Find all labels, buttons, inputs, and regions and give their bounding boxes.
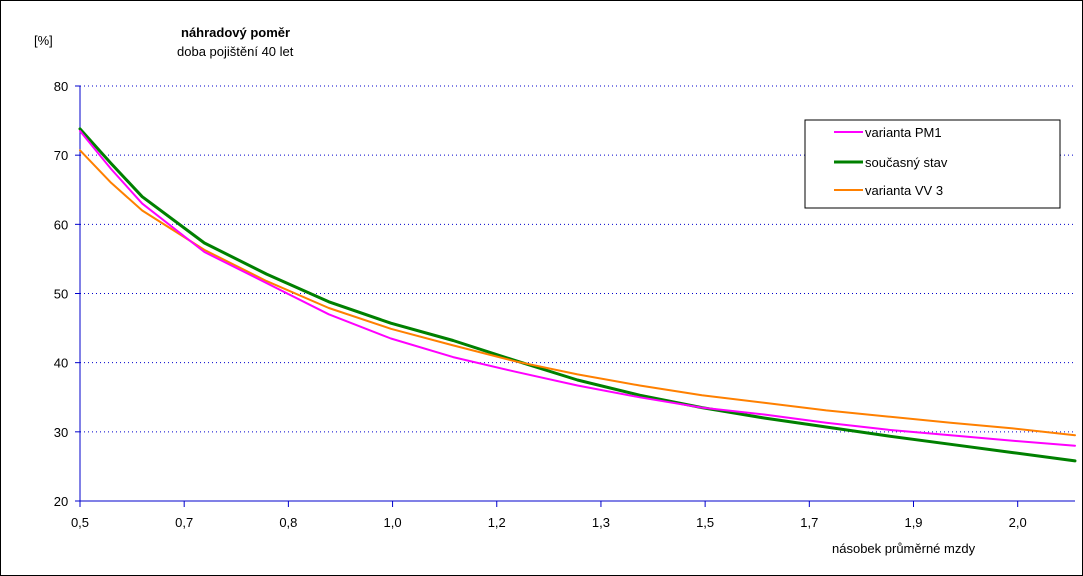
chart-title: náhradový poměr bbox=[181, 25, 290, 40]
x-tick-label: 1,7 bbox=[800, 515, 818, 530]
y-tick-label: 60 bbox=[54, 217, 68, 232]
y-tick-label: 50 bbox=[54, 287, 68, 302]
x-tick-label: 1,9 bbox=[904, 515, 922, 530]
y-tick-label: 30 bbox=[54, 425, 68, 440]
legend-box bbox=[804, 119, 1061, 209]
chart-subtitle: doba pojištění 40 let bbox=[177, 44, 294, 59]
legend-label: varianta PM1 bbox=[865, 125, 942, 140]
legend: varianta PM1 současný stav varianta VV 3 bbox=[804, 119, 1061, 209]
legend-label: varianta VV 3 bbox=[865, 183, 943, 198]
y-axis-label: [%] bbox=[34, 33, 53, 48]
y-tick-label: 40 bbox=[54, 356, 68, 371]
x-axis-label: násobek průměrné mzdy bbox=[832, 541, 976, 556]
y-tick-label: 20 bbox=[54, 494, 68, 509]
x-tick-label: 1,2 bbox=[488, 515, 506, 530]
y-tick-label: 70 bbox=[54, 148, 68, 163]
y-ticks: 20 30 40 50 60 70 80 bbox=[54, 79, 80, 509]
series-lines bbox=[78, 127, 1077, 463]
series-line-1 bbox=[79, 130, 1076, 447]
legend-label: současný stav bbox=[865, 155, 948, 170]
x-tick-label: 1,5 bbox=[696, 515, 714, 530]
y-tick-label: 80 bbox=[54, 79, 68, 94]
series-line-2 bbox=[78, 127, 1077, 463]
x-tick-label: 0,8 bbox=[279, 515, 297, 530]
x-tick-label: 0,5 bbox=[71, 515, 89, 530]
x-tick-label: 1,3 bbox=[592, 515, 610, 530]
x-tick-label: 0,7 bbox=[175, 515, 193, 530]
x-tick-label: 1,0 bbox=[384, 515, 402, 530]
x-tick-label: 2,0 bbox=[1009, 515, 1027, 530]
x-ticks: 0,5 0,7 0,8 1,0 1,2 1,3 1,5 1,7 1,9 2,0 bbox=[71, 501, 1027, 530]
